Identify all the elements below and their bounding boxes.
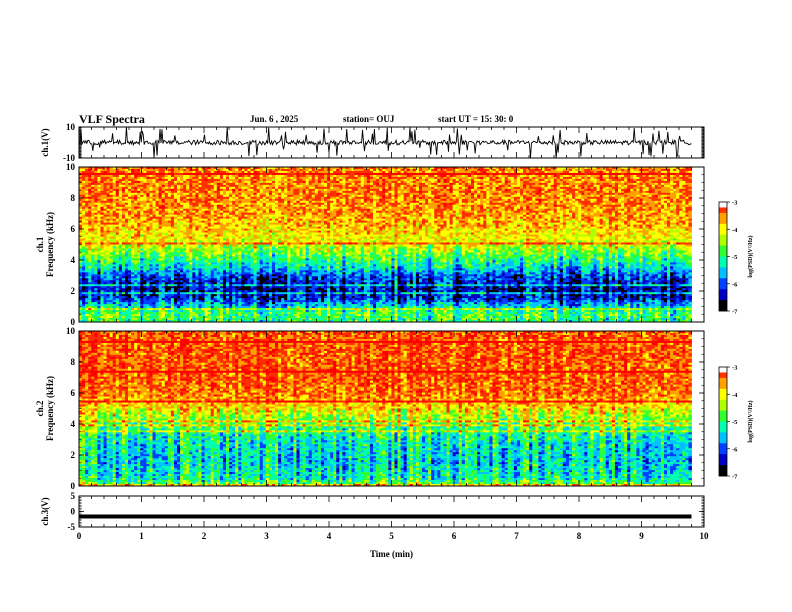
ch3-y-tick-label: 0 xyxy=(71,507,76,517)
x-axis-label: Time (min) xyxy=(370,549,413,559)
x-tick-label: 1 xyxy=(139,531,144,541)
ch1-colorbar-tick-label: -3 xyxy=(732,200,738,207)
ch2-colorbar-label: log(PSD)(V²/Hz) xyxy=(747,400,754,442)
ch3-y-label: ch.3(V) xyxy=(40,497,50,525)
ch2-spectrogram-y-tick-label: 4 xyxy=(71,419,76,429)
ch1-spectrogram-y-tick-label: 2 xyxy=(71,286,76,296)
ch2-spectrogram-y-tick-label: 2 xyxy=(71,450,76,460)
ch3-y-tick-label: 5 xyxy=(71,491,76,501)
ch1-spectrogram-y-label: ch.1 xyxy=(35,236,45,252)
ch1-waveform-y-label: ch.1(V) xyxy=(40,128,50,156)
ch1-waveform-y-tick-label: -10 xyxy=(63,153,75,163)
ch2-colorbar-tick-label: -4 xyxy=(732,392,738,399)
ch1-spectrogram-y-label: Frequency (kHz) xyxy=(45,212,55,277)
ch2-spectrogram-y-tick-label: 0 xyxy=(71,481,76,491)
colorbars: -3 -4 -5 -6 -7 log(PSD)(V²/Hz) -3 -4 -5 -6 -7 log(P… xyxy=(718,200,754,481)
ch1-waveform-y-tick-label: 10 xyxy=(66,122,76,132)
ch1-spectrogram-y-tick-label: 10 xyxy=(66,162,76,172)
ch2-colorbar-tick-label: -3 xyxy=(732,365,738,372)
x-tick-label: 9 xyxy=(639,531,644,541)
ch1-colorbar-tick-label: -5 xyxy=(732,254,738,261)
x-tick-label: 5 xyxy=(389,531,394,541)
ch1-colorbar-tick-label: -7 xyxy=(732,309,738,316)
x-tick-label: 6 xyxy=(452,531,457,541)
x-tick-label: 0 xyxy=(77,531,82,541)
ch2-colorbar-tick-label: -7 xyxy=(732,474,738,481)
ch2-spectrogram-y-tick-label: 10 xyxy=(66,326,76,336)
ch2-colorbar-tick-label: -5 xyxy=(732,419,738,426)
ch2-spectrogram-image xyxy=(79,331,704,486)
ch1-waveform-trace xyxy=(79,127,692,158)
chart-title: VLF Spectra xyxy=(79,112,145,127)
start-time-label: start UT = 15: 30: 0 xyxy=(438,114,513,124)
x-tick-label: 7 xyxy=(514,531,519,541)
date-label: Jun. 6 , 2025 xyxy=(250,114,298,124)
ch1-colorbar-tick-label: -4 xyxy=(732,227,738,234)
ch2-colorbar-tick-label: -6 xyxy=(732,446,738,453)
ch3-y-tick-label: -5 xyxy=(68,522,76,532)
ch1-spectrogram-y-tick-label: 6 xyxy=(71,224,76,234)
ch2-spectrogram-y-tick-label: 6 xyxy=(71,388,76,398)
ch1-colorbar-tick-label: -6 xyxy=(732,281,738,288)
ch2-spectrogram-y-label: Frequency (kHz) xyxy=(45,376,55,441)
ch1-spectrogram-y-tick-label: 0 xyxy=(71,317,76,327)
station-label: station= OUJ xyxy=(343,114,394,124)
ch1-spectrogram-y-tick-label: 4 xyxy=(71,255,76,265)
ch1-spectrogram-y-tick-label: 8 xyxy=(71,193,76,203)
x-tick-label: 8 xyxy=(577,531,582,541)
x-tick-label: 2 xyxy=(202,531,207,541)
ch2-spectrogram-y-tick-label: 8 xyxy=(71,357,76,367)
x-tick-label: 4 xyxy=(327,531,332,541)
ch1-colorbar-label: log(PSD)(V²/Hz) xyxy=(747,235,754,277)
ch2-spectrogram-y-label: ch.2 xyxy=(35,400,45,416)
x-tick-label: 10 xyxy=(700,531,710,541)
x-tick-label: 3 xyxy=(264,531,269,541)
ch1-spectrogram-image xyxy=(79,167,704,322)
